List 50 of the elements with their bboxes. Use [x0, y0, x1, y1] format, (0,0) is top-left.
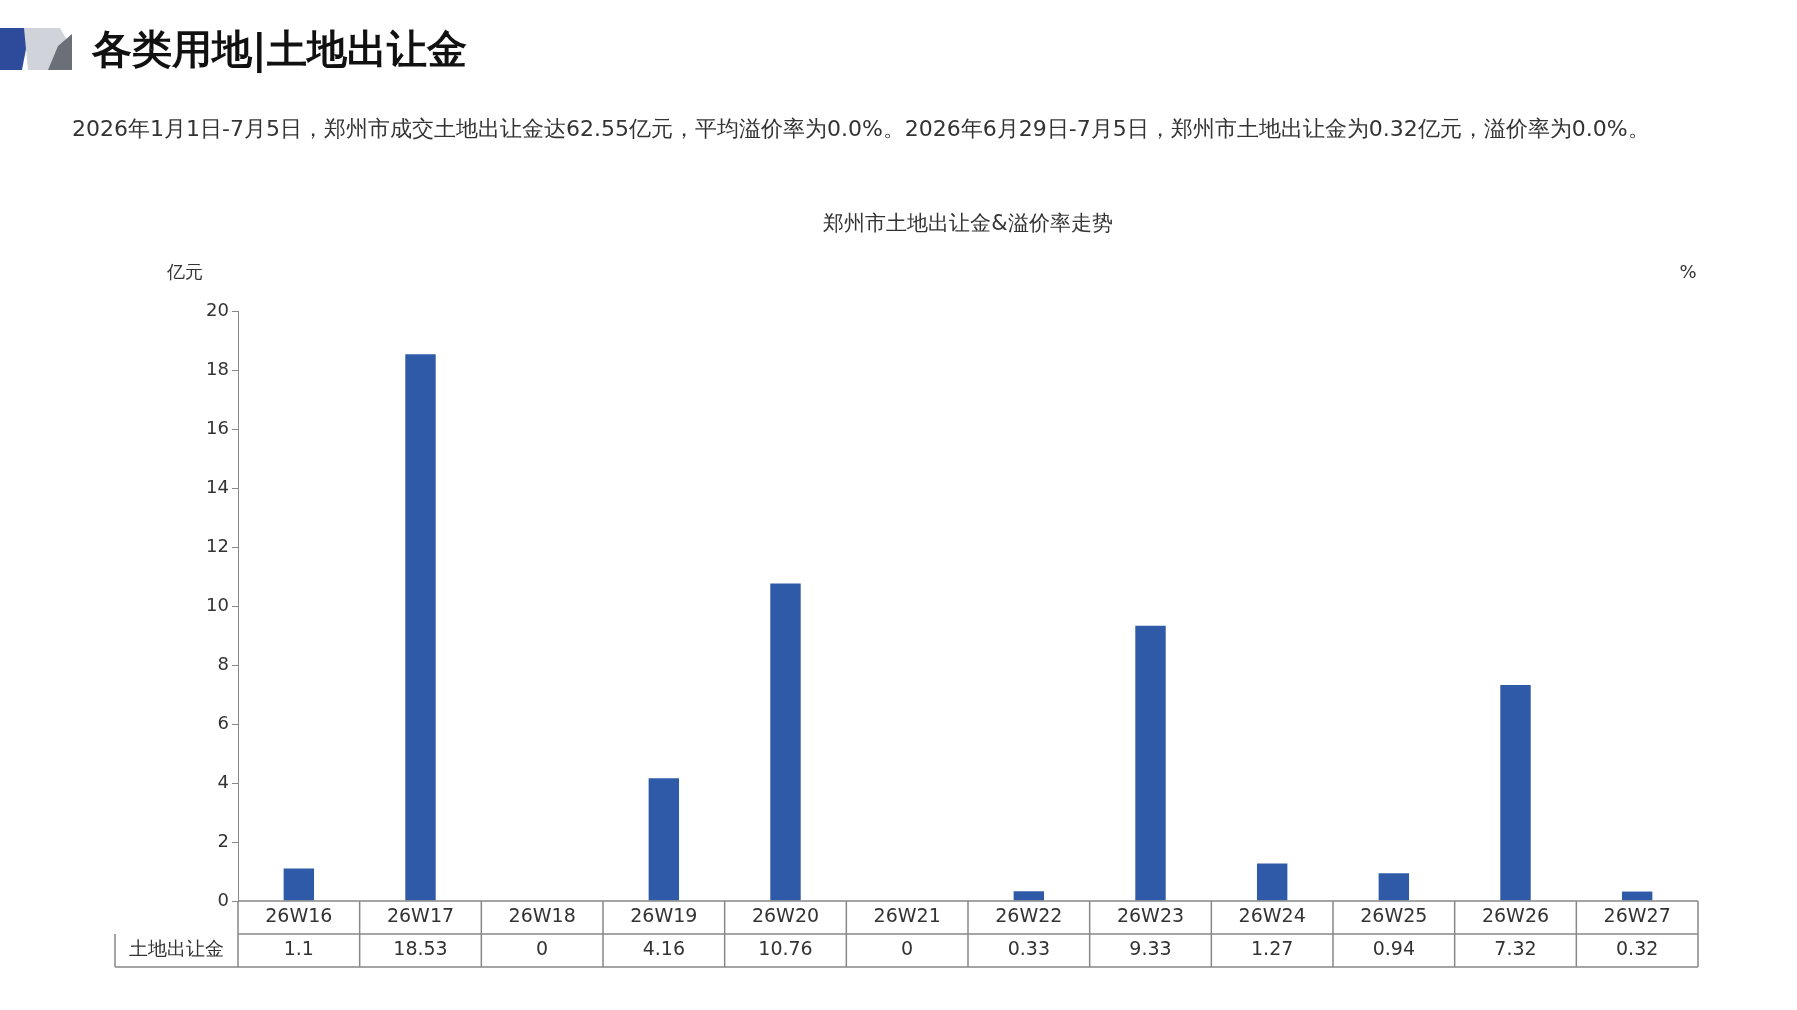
- data-label: 1.1: [283, 937, 314, 960]
- y-tick-label: 12: [206, 534, 229, 556]
- data-label: 0: [901, 937, 914, 960]
- y-tick-label: 14: [206, 475, 229, 497]
- bar: [1500, 685, 1531, 901]
- x-tick-label: 26W16: [265, 904, 333, 927]
- x-tick-label: 26W24: [1238, 904, 1306, 927]
- data-label: 7.32: [1494, 937, 1537, 960]
- x-tick-label: 26W20: [751, 904, 820, 927]
- x-tick-label: 26W21: [873, 904, 941, 927]
- bar: [1378, 873, 1410, 901]
- y-axis-title: 亿元: [166, 260, 203, 282]
- data-label: 4.16: [642, 937, 685, 960]
- y-tick-label: 18: [206, 357, 229, 379]
- y-tick-label: 20: [206, 298, 229, 320]
- chart-title: 各类用地|土地出让金: [92, 25, 467, 75]
- data-label: 1.27: [1251, 937, 1294, 960]
- y-tick-label: 8: [217, 652, 229, 674]
- bar: [1256, 863, 1288, 901]
- x-tick-label: 26W27: [1603, 904, 1671, 927]
- x-tick-label: 26W18: [508, 904, 576, 927]
- bar: [770, 583, 801, 901]
- text: 土地出让金: [129, 937, 224, 960]
- x-tick-label: 26W19: [630, 904, 698, 927]
- data-label: 18.53: [393, 937, 448, 960]
- data-label: 0.32: [1616, 937, 1659, 960]
- chart-subtitle: 郑州市土地出让金&溢价率走势: [823, 211, 1113, 236]
- bar: [1135, 625, 1166, 901]
- data-label: 0.33: [1007, 937, 1050, 960]
- x-tick-label: 26W26: [1481, 904, 1550, 927]
- y2-axis-title: %: [1679, 260, 1697, 282]
- y-tick-label: 6: [217, 711, 229, 733]
- data-label: 10.76: [758, 937, 813, 960]
- bar: [283, 868, 315, 901]
- data-label: 0: [536, 937, 549, 960]
- y-tick-label: 16: [206, 416, 229, 438]
- bar: [1013, 891, 1045, 901]
- y-tick-label: 2: [217, 829, 229, 851]
- data-label: 0.94: [1372, 937, 1415, 960]
- x-tick-label: 26W17: [386, 904, 455, 927]
- bar: [405, 354, 436, 901]
- y-tick-label: 4: [217, 770, 229, 792]
- x-tick-label: 26W23: [1116, 904, 1185, 927]
- y-tick-label: 0: [217, 888, 229, 910]
- x-tick-label: 26W22: [995, 904, 1063, 927]
- data-label: 9.33: [1129, 937, 1172, 960]
- x-tick-label: 26W25: [1360, 904, 1428, 927]
- y-tick-label: 10: [206, 593, 229, 615]
- bar: [648, 778, 680, 901]
- text: 2026年1月1日-7月5日，郑州市成交土地出让金达62.55亿元，平均溢价率为0.0%。2026年6月29日-7月5日，郑州市土地出让金为0.32亿元，溢价率为0.0%。: [72, 115, 1651, 143]
